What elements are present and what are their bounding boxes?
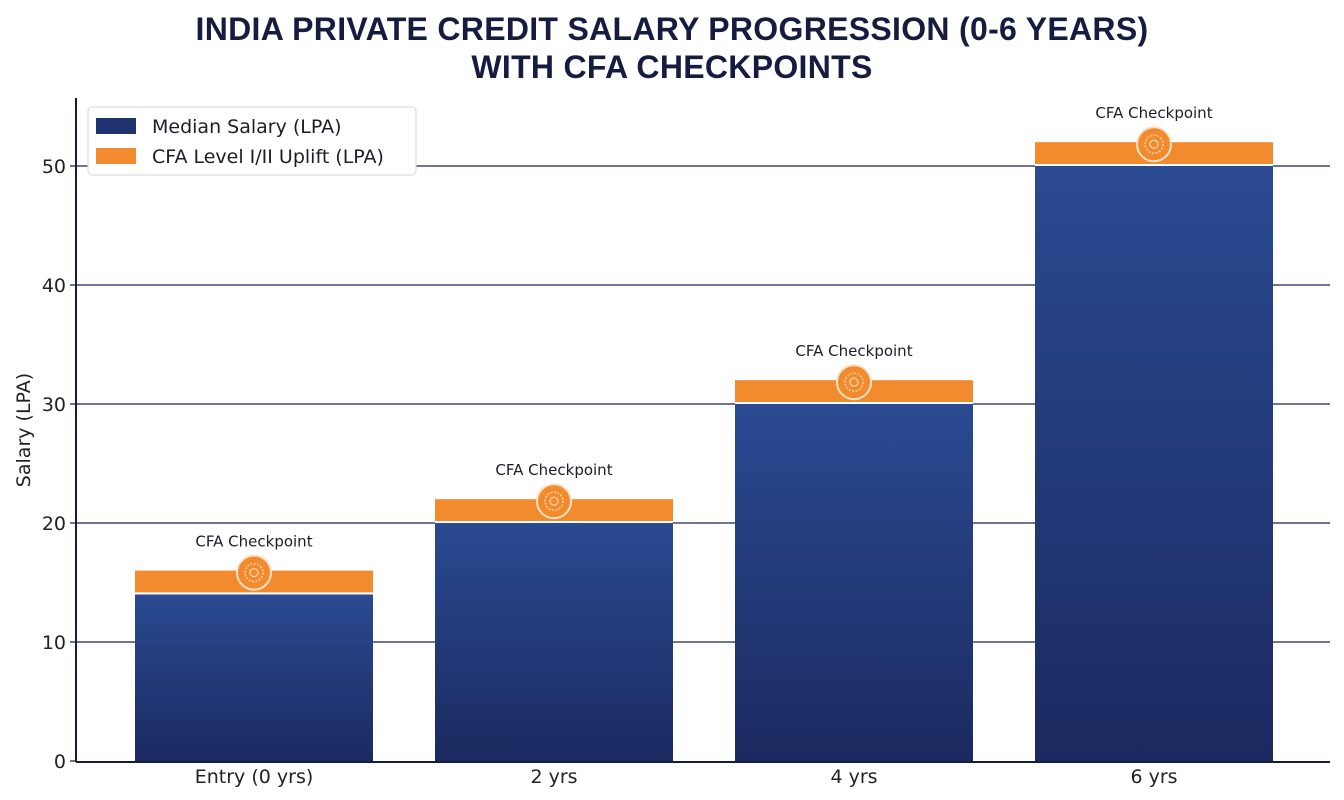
- y-axis-label: Salary (LPA): [13, 373, 35, 487]
- chart-title: INDIA PRIVATE CREDIT SALARY PROGRESSION …: [0, 10, 1344, 86]
- gear-badge-icon: [1136, 126, 1172, 163]
- gear-badge-icon: [236, 554, 272, 591]
- bar-group: CFA Checkpoint: [735, 342, 973, 761]
- axes: 0 10 20 30 40 50 Entry (0 yrs) 2 yrs 4 yrs 6 yrs: [42, 98, 1330, 788]
- y-tick-label: 0: [54, 751, 66, 773]
- x-tick-label: 4 yrs: [830, 766, 877, 788]
- cfa-checkpoint-label: CFA Checkpoint: [795, 342, 912, 360]
- legend-label-median: Median Salary (LPA): [152, 116, 342, 138]
- bar-group: CFA Checkpoint: [1035, 104, 1273, 761]
- bars: CFA Checkpoint CFA Checkpoint CFA Checkpoi…: [135, 104, 1273, 761]
- y-tick-label: 20: [42, 513, 66, 535]
- legend-swatch-median: [96, 118, 136, 134]
- bar-group: CFA Checkpoint: [135, 533, 373, 761]
- x-tick-label: 6 yrs: [1130, 766, 1177, 788]
- y-tick-label: 40: [42, 275, 66, 297]
- legend-swatch-uplift: [96, 148, 136, 164]
- bar-median-salary: [135, 594, 373, 761]
- chart-title-line-2: WITH CFA CHECKPOINTS: [471, 49, 873, 85]
- gear-badge-icon: [836, 364, 872, 401]
- x-tick-label: Entry (0 yrs): [195, 766, 314, 788]
- bar-median-salary: [735, 404, 973, 761]
- chart-title-line-1: INDIA PRIVATE CREDIT SALARY PROGRESSION …: [195, 11, 1149, 47]
- bar-median-salary: [435, 523, 673, 761]
- cfa-checkpoint-label: CFA Checkpoint: [1095, 104, 1212, 122]
- y-tick-label: 30: [42, 394, 66, 416]
- x-tick-label: 2 yrs: [530, 766, 577, 788]
- y-tick-label: 50: [42, 156, 66, 178]
- bar-group: CFA Checkpoint: [435, 461, 673, 761]
- cfa-checkpoint-label: CFA Checkpoint: [495, 461, 612, 479]
- bar-median-salary: [1035, 166, 1273, 761]
- legend-frame: [87, 106, 417, 176]
- legend: Median Salary (LPA) CFA Level I/II Uplif…: [87, 106, 417, 176]
- y-tick-label: 10: [42, 632, 66, 654]
- gear-badge-icon: [536, 483, 572, 520]
- legend-label-uplift: CFA Level I/II Uplift (LPA): [152, 146, 384, 168]
- cfa-checkpoint-label: CFA Checkpoint: [195, 533, 312, 551]
